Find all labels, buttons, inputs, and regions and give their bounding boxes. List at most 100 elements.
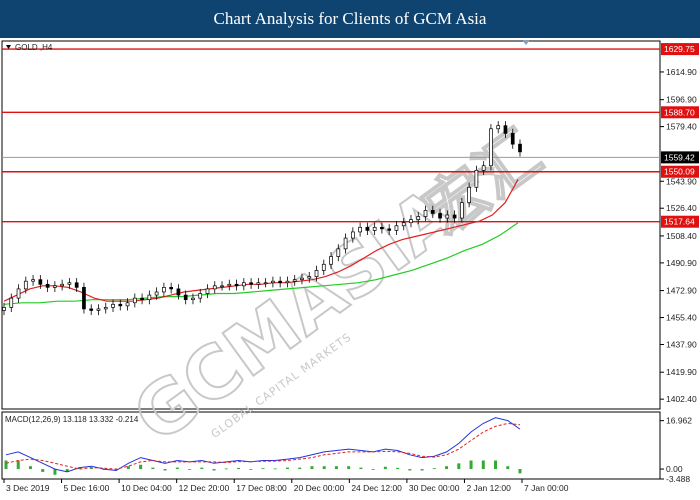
candle-body xyxy=(394,225,399,231)
candle-body xyxy=(118,303,123,307)
macd-histogram-bar xyxy=(237,467,241,470)
macd-histogram-bar xyxy=(200,467,204,470)
symbol-dropdown-icon[interactable] xyxy=(6,45,11,49)
macd-histogram-bar xyxy=(41,469,45,472)
candle-body xyxy=(9,297,14,308)
macd-histogram-bar xyxy=(371,469,375,470)
candle-body xyxy=(452,214,457,219)
macd-histogram-bar xyxy=(224,468,228,470)
candle-body xyxy=(154,291,159,296)
price-tick-label: 1508.40 xyxy=(666,231,697,241)
macd-histogram-bar xyxy=(359,467,363,470)
candle-body xyxy=(481,165,486,171)
macd-histogram-bar xyxy=(518,469,522,474)
price-tick-label: 1402.40 xyxy=(666,394,697,404)
candle-body xyxy=(387,228,392,231)
candle-body xyxy=(205,288,210,294)
candle-body xyxy=(300,277,304,281)
candle-body xyxy=(263,282,268,285)
macd-histogram-bar xyxy=(151,467,155,470)
candle-body xyxy=(438,213,442,219)
candle-body xyxy=(460,202,464,219)
macd-tick-label: -3.488 xyxy=(666,474,690,484)
candle-body xyxy=(147,294,152,301)
candle-body xyxy=(132,297,137,304)
candle-body xyxy=(176,288,181,296)
ma-red-line xyxy=(3,179,519,302)
x-tick-label: 3 Dec 2019 xyxy=(6,483,50,493)
candle-body xyxy=(430,210,435,214)
candle-body xyxy=(162,287,166,293)
candle-body xyxy=(23,280,28,290)
candle-body xyxy=(53,285,57,288)
price-tick-label: 1526.40 xyxy=(666,203,697,213)
candle-body xyxy=(31,279,35,282)
candle-body xyxy=(292,279,297,282)
candle-body xyxy=(307,276,312,279)
macd-histogram-bar xyxy=(481,460,485,470)
macd-histogram-bar xyxy=(139,464,143,470)
price-tick-label: 1614.90 xyxy=(666,67,697,77)
candle-body xyxy=(220,285,224,288)
candle-body xyxy=(234,283,239,287)
candle-body xyxy=(401,222,406,227)
macd-histogram-bar xyxy=(420,469,424,471)
level-tag xyxy=(661,215,699,228)
candle-body xyxy=(74,282,79,288)
candle-body xyxy=(191,297,195,301)
candle-body xyxy=(249,282,253,285)
current-price-label: 1559.42 xyxy=(664,152,695,162)
candle-body xyxy=(125,302,130,307)
macd-histogram-bar xyxy=(310,466,314,470)
price-chart[interactable]: GCMASIA 宏汇 GLOBAL CAPITAL MARKETS 1629.7… xyxy=(0,38,700,500)
level-label: 1550.09 xyxy=(664,167,695,177)
candle-body xyxy=(82,287,86,310)
candle-body xyxy=(256,282,261,285)
candle-body xyxy=(336,248,341,257)
macd-layer xyxy=(4,417,522,475)
candle-body xyxy=(365,226,370,231)
macd-histogram-bar xyxy=(53,469,57,475)
macd-histogram-bar xyxy=(347,466,351,470)
candle-body xyxy=(89,308,94,311)
macd-histogram-bar xyxy=(188,469,192,470)
level-tag xyxy=(661,106,699,119)
macd-histogram-bar xyxy=(408,469,412,471)
x-tick-label: 5 Dec 16:00 xyxy=(64,483,110,493)
price-tick-label: 1437.90 xyxy=(666,339,697,349)
candle-body xyxy=(2,307,6,311)
macd-histogram-bar xyxy=(396,467,400,470)
candle-body xyxy=(183,294,188,301)
macd-signal-line xyxy=(5,422,521,470)
x-tick-label: 7 Jan 00:00 xyxy=(524,483,569,493)
price-tick-label: 1455.40 xyxy=(666,313,697,323)
candle-body xyxy=(96,308,101,311)
candle-body xyxy=(329,256,333,265)
axis-layer: 1614.90 1596.90 1579.40 1543.90 1526.40 1508.… xyxy=(3,67,697,493)
price-tick-label: 1543.90 xyxy=(666,176,697,186)
macd-histogram-bar xyxy=(298,467,302,470)
candle-body xyxy=(510,133,515,145)
level-tag xyxy=(661,43,699,56)
macd-histogram-bar xyxy=(175,467,179,470)
candle-body xyxy=(227,283,232,287)
candle-body xyxy=(445,214,450,219)
main-plot-frame xyxy=(1,40,661,410)
macd-histogram-bar xyxy=(273,468,277,470)
candle-body xyxy=(314,270,319,277)
macd-histogram-bar xyxy=(322,466,326,470)
candle-body xyxy=(350,231,355,239)
candle-body xyxy=(489,128,493,167)
candle-body xyxy=(67,282,72,285)
level-label: 1517.64 xyxy=(664,217,695,227)
candle-body xyxy=(409,219,413,224)
macd-histogram-bar xyxy=(383,466,387,470)
macd-tick-label: 0.00 xyxy=(666,464,683,474)
candle-body xyxy=(111,303,115,308)
level-tag xyxy=(661,165,699,178)
macd-histogram-bar xyxy=(432,468,436,470)
candle-body xyxy=(380,226,384,230)
x-tick-label: 20 Dec 00:00 xyxy=(294,483,345,493)
x-tick-label: 17 Dec 08:00 xyxy=(236,483,287,493)
macd-histogram-bar xyxy=(28,466,32,470)
